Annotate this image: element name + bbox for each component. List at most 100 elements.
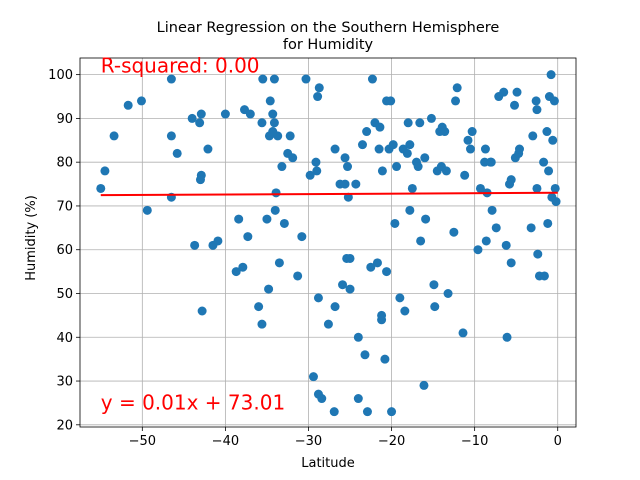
- data-point: [539, 157, 549, 167]
- y-tick-label: 90: [56, 112, 73, 127]
- data-point: [195, 118, 205, 128]
- data-point: [501, 240, 511, 250]
- data-point: [123, 100, 133, 110]
- data-point: [491, 223, 501, 233]
- y-axis-label: Humidity (%): [24, 195, 39, 281]
- y-tick-label: 60: [56, 243, 73, 258]
- data-point: [231, 267, 241, 277]
- data-point: [258, 74, 268, 84]
- data-point: [166, 74, 176, 84]
- y-tick-label: 70: [56, 199, 73, 214]
- data-point: [343, 162, 353, 172]
- data-point: [420, 153, 430, 163]
- data-point: [345, 253, 355, 263]
- data-point: [380, 354, 390, 364]
- data-point: [382, 267, 392, 277]
- data-point: [548, 135, 558, 145]
- data-point: [405, 140, 415, 150]
- data-point: [395, 293, 405, 303]
- data-point: [357, 140, 367, 150]
- data-point: [400, 306, 410, 316]
- data-point: [487, 205, 497, 215]
- data-point: [257, 319, 267, 329]
- data-point: [262, 214, 272, 224]
- data-point: [293, 271, 303, 281]
- data-point: [480, 144, 490, 154]
- data-point: [481, 236, 491, 246]
- data-point: [274, 258, 284, 268]
- regression-line-group: [100, 191, 558, 197]
- data-point: [367, 74, 377, 84]
- data-point: [297, 232, 307, 242]
- data-point: [366, 262, 376, 272]
- data-point: [426, 113, 436, 123]
- plot-frame: [79, 57, 577, 428]
- data-point: [257, 118, 267, 128]
- data-point: [463, 135, 473, 145]
- data-point: [387, 407, 397, 417]
- data-point: [515, 144, 525, 154]
- data-point: [430, 302, 440, 312]
- data-point: [285, 131, 295, 141]
- data-point: [539, 271, 549, 281]
- data-point: [195, 175, 205, 185]
- data-point: [551, 197, 561, 207]
- data-point: [243, 232, 253, 242]
- data-point: [340, 179, 350, 189]
- data-point: [109, 131, 119, 141]
- data-point: [330, 144, 340, 154]
- data-point: [542, 127, 552, 137]
- data-point: [543, 218, 553, 228]
- data-point: [172, 148, 182, 158]
- data-point: [405, 205, 415, 215]
- data-point: [531, 96, 541, 106]
- data-point: [351, 179, 361, 189]
- data-point: [196, 109, 206, 119]
- x-axis-label: Latitude: [301, 456, 355, 471]
- data-point: [329, 407, 339, 417]
- data-point: [360, 350, 370, 360]
- data-point: [415, 118, 425, 128]
- y-tick-label: 20: [56, 418, 73, 433]
- data-point: [187, 113, 197, 123]
- data-point: [386, 96, 396, 106]
- data-point: [390, 218, 400, 228]
- data-point: [268, 109, 278, 119]
- x-tick-label: −10: [461, 434, 488, 449]
- data-point: [313, 92, 323, 102]
- y-tick-label: 50: [56, 287, 73, 302]
- data-point: [203, 144, 213, 154]
- y-tick-label: 40: [56, 331, 73, 346]
- data-point: [317, 394, 327, 404]
- data-point: [388, 140, 398, 150]
- data-point: [269, 74, 279, 84]
- data-point: [441, 166, 451, 176]
- data-point: [142, 205, 152, 215]
- data-point: [234, 214, 244, 224]
- data-point: [273, 131, 283, 141]
- data-point: [340, 153, 350, 163]
- data-point: [392, 162, 402, 172]
- data-point: [449, 227, 459, 237]
- data-point: [465, 144, 475, 154]
- data-point: [270, 205, 280, 215]
- data-point: [362, 127, 372, 137]
- data-point: [264, 284, 274, 294]
- r-squared-annotation: R-squared: 0.00: [101, 53, 260, 77]
- data-points: [96, 70, 561, 417]
- data-point: [353, 394, 363, 404]
- tick-labels: −50 −40 −30 −20 −10 0 20 30 40 50 60 70 80 90 100: [48, 68, 562, 449]
- data-point: [402, 148, 412, 158]
- data-point: [277, 162, 287, 172]
- data-point: [544, 166, 554, 176]
- data-point: [220, 109, 230, 119]
- data-point: [550, 183, 560, 193]
- data-point: [311, 157, 321, 167]
- data-point: [506, 258, 516, 268]
- data-point: [330, 302, 340, 312]
- chart-title-line-1: Linear Regression on the Southern Hemisp…: [157, 20, 500, 36]
- data-point: [467, 127, 477, 137]
- data-point: [166, 131, 176, 141]
